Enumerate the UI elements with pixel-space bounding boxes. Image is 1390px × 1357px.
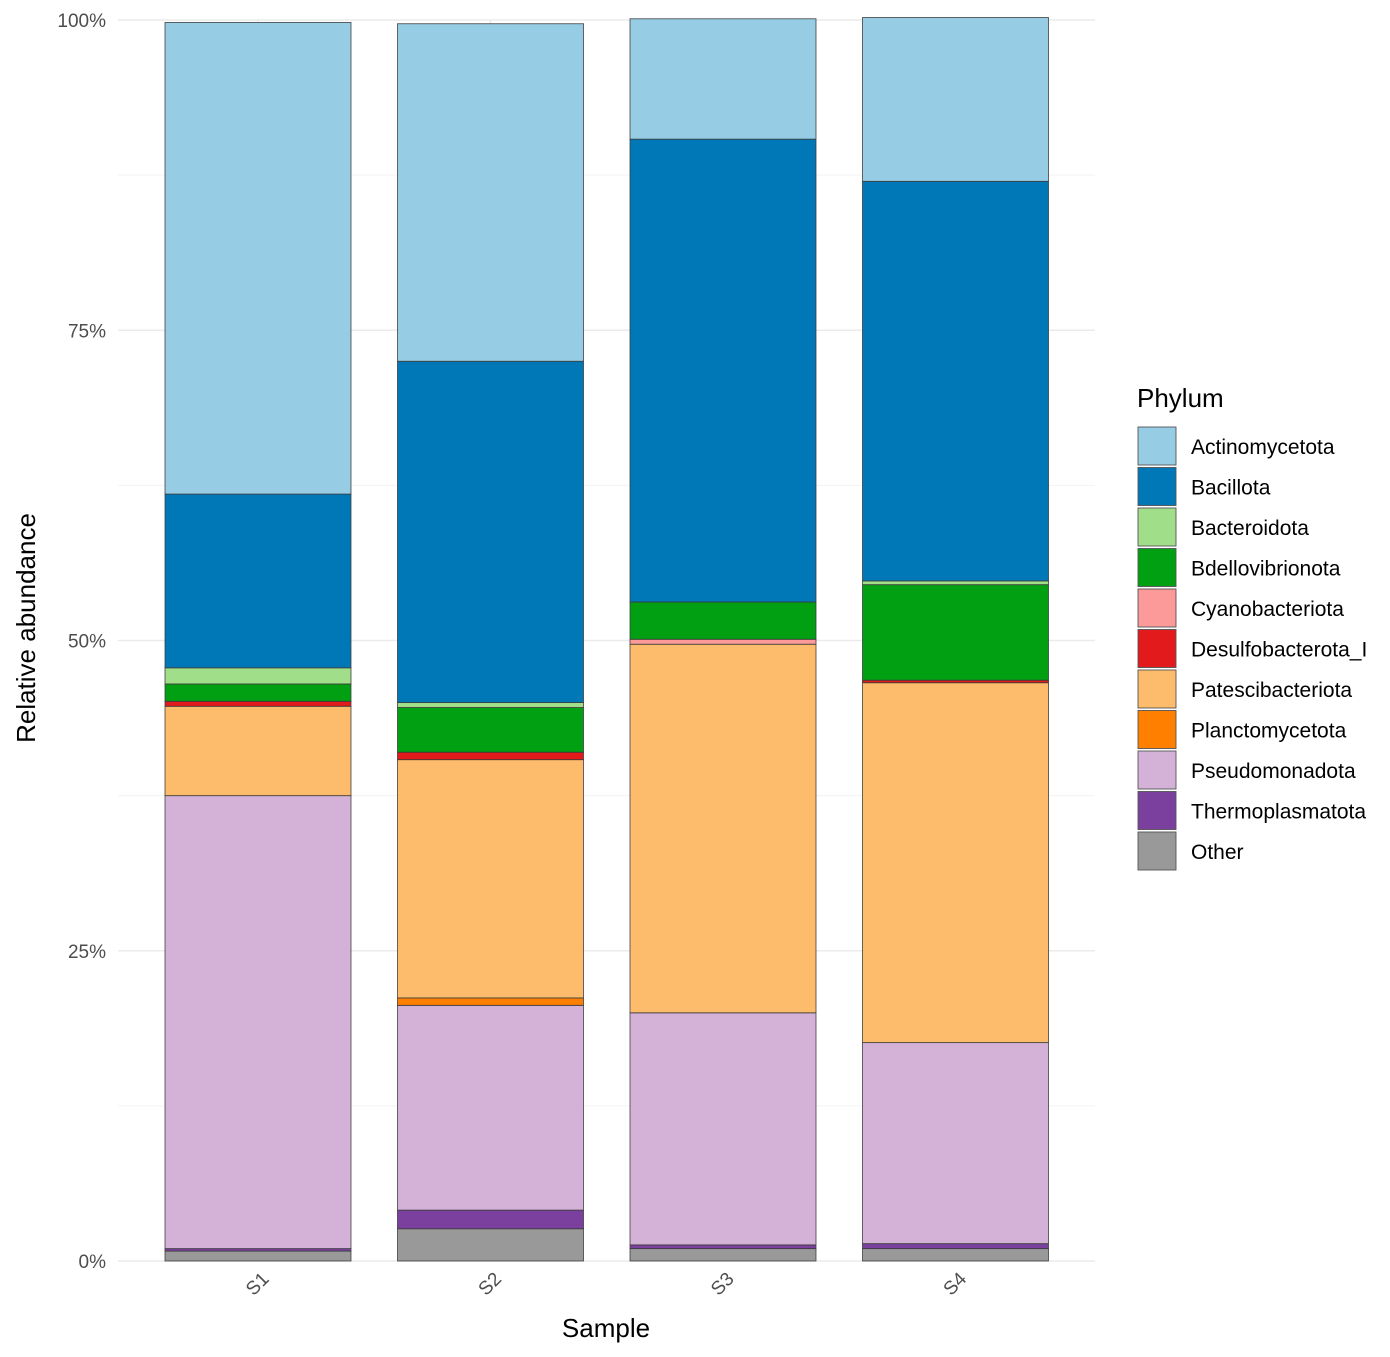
y-tick-label: 100% — [57, 11, 106, 32]
legend-label: Bdellovibrionota — [1191, 558, 1341, 581]
legend-label: Actinomycetota — [1191, 436, 1335, 459]
bar-segment-s2-bacillota — [397, 360, 584, 703]
bar-segment-s4-patescibacteriota — [862, 682, 1049, 1044]
bar-segment-s4-other — [862, 1248, 1049, 1262]
y-axis-ticks: 0% 25% 50% 75% 100% — [57, 11, 106, 1273]
bar-segment-s4-bdellovibrionota — [862, 584, 1049, 681]
bar-segment-s2-patescibacteriota — [397, 759, 584, 999]
bar-segment-s3-cyanobacteriota — [629, 638, 817, 645]
legend-swatch — [1137, 750, 1177, 790]
x-axis-ticks: S1 S2 S3 S4 — [242, 1268, 971, 1300]
bar-segment-s3-other — [629, 1248, 817, 1262]
bar-segment-s4-actinomycetota — [862, 17, 1049, 182]
bar-segment-s2-actinomycetota — [397, 23, 584, 362]
bar-segment-s3-thermoplasmatota — [629, 1244, 817, 1250]
bar-segment-s2-bdellovibrionota — [397, 707, 584, 753]
bar-segment-s3-bacillota — [629, 138, 817, 603]
bar-segment-s4-bacillota — [862, 180, 1049, 582]
bar-segment-s1-desulfobacterota-i — [164, 700, 352, 707]
bar-segment-s3-pseudomonadota — [629, 1012, 817, 1246]
bar-segment-s2-bacteroidota — [397, 702, 584, 708]
bar-segment-s2-planctomycetota — [397, 997, 584, 1006]
bar-segment-s3-patescibacteriota — [629, 643, 817, 1014]
y-tick-label: 25% — [68, 942, 106, 963]
legend-label: Patescibacteriota — [1191, 679, 1352, 702]
legend-title: Phylum — [1137, 383, 1224, 413]
x-tick-label: S1 — [242, 1269, 273, 1300]
legend-swatch — [1137, 548, 1177, 587]
legend-swatch — [1137, 669, 1177, 709]
bars — [164, 17, 1049, 1262]
x-tick-label: S2 — [475, 1269, 506, 1300]
legend: Phylum Actinomycetota Bacillota Bacteroido… — [1137, 383, 1367, 871]
bar-segment-s2-desulfobacterota-i — [397, 751, 584, 761]
legend-swatch — [1137, 507, 1177, 547]
legend-swatch — [1137, 467, 1177, 506]
y-axis-title: Relative abundance — [11, 513, 41, 743]
legend-label: Desulfobacterota_I — [1191, 639, 1367, 662]
bar-segment-s1-other — [164, 1250, 352, 1262]
legend-label: Bacteroidota — [1191, 517, 1309, 540]
bar-segment-s2-thermoplasmatota — [397, 1209, 584, 1230]
bar-segment-s3-bdellovibrionota — [629, 601, 817, 640]
x-tick-label: S4 — [940, 1268, 972, 1300]
bar-segment-s2-pseudomonadota — [397, 1004, 584, 1211]
legend-swatch — [1137, 710, 1177, 749]
bar-segment-s4-thermoplasmatota — [862, 1243, 1049, 1250]
bar-segment-s1-bacillota — [164, 493, 352, 669]
y-tick-label: 50% — [68, 632, 106, 653]
y-tick-label: 75% — [68, 321, 106, 342]
legend-label: Cyanobacteriota — [1191, 598, 1344, 621]
legend-label: Other — [1191, 841, 1244, 864]
x-axis-title: Sample — [562, 1313, 650, 1343]
bar-segment-s1-actinomycetota — [164, 22, 352, 495]
bar-segment-s2-other — [397, 1228, 584, 1262]
bar-segment-s1-pseudomonadota — [164, 795, 352, 1250]
bar-segment-s4-pseudomonadota — [862, 1042, 1049, 1245]
legend-swatch — [1137, 629, 1177, 668]
y-tick-label: 0% — [79, 1252, 107, 1273]
legend-label: Thermoplasmatota — [1191, 801, 1366, 824]
legend-label: Bacillota — [1191, 477, 1271, 500]
legend-label: Planctomycetota — [1191, 720, 1347, 743]
legend-swatch — [1137, 831, 1177, 871]
legend-label: Pseudomonadota — [1191, 760, 1356, 783]
legend-swatch — [1137, 426, 1177, 466]
bar-segment-s3-actinomycetota — [629, 18, 817, 140]
bar-segment-s1-bdellovibrionota — [164, 683, 352, 702]
x-tick-label: S3 — [707, 1269, 738, 1300]
bar-segment-s1-bacteroidota — [164, 667, 352, 685]
legend-swatch — [1137, 791, 1177, 830]
bar-segment-s4-bacteroidota — [862, 580, 1049, 586]
legend-swatch — [1137, 588, 1177, 628]
bar-segment-s1-patescibacteriota — [164, 705, 352, 797]
